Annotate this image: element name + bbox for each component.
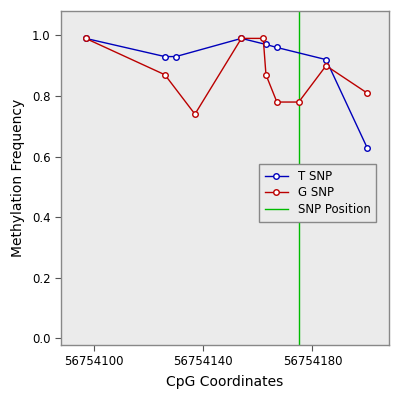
Line: G SNP: G SNP <box>83 36 370 117</box>
Legend: T SNP, G SNP, SNP Position: T SNP, G SNP, SNP Position <box>259 164 376 222</box>
T SNP <box>365 145 370 150</box>
Line: T SNP: T SNP <box>83 36 370 150</box>
G SNP <box>264 72 268 77</box>
T SNP <box>324 57 328 62</box>
G SNP <box>365 90 370 95</box>
T SNP <box>264 42 268 47</box>
X-axis label: CpG Coordinates: CpG Coordinates <box>166 375 284 389</box>
G SNP <box>324 63 328 68</box>
T SNP <box>174 54 178 59</box>
G SNP <box>296 100 301 104</box>
T SNP <box>162 54 167 59</box>
G SNP <box>192 112 197 116</box>
T SNP <box>239 36 244 41</box>
G SNP <box>162 72 167 77</box>
G SNP <box>274 100 279 104</box>
T SNP <box>83 36 88 41</box>
G SNP <box>83 36 88 41</box>
T SNP <box>274 45 279 50</box>
G SNP <box>261 36 266 41</box>
G SNP <box>239 36 244 41</box>
Y-axis label: Methylation Frequency: Methylation Frequency <box>11 99 25 257</box>
